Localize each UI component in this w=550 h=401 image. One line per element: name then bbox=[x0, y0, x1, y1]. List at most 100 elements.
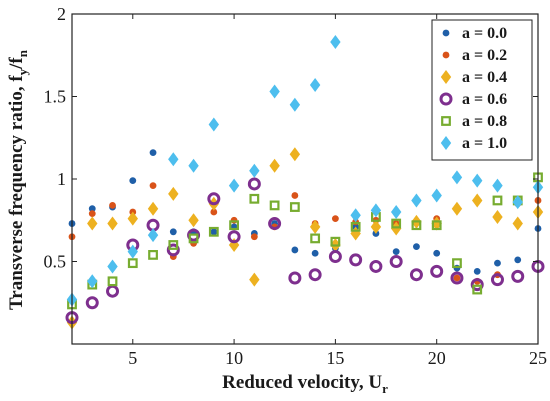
data-point bbox=[188, 158, 199, 173]
data-point bbox=[450, 271, 464, 285]
data-point bbox=[106, 284, 120, 298]
data-point bbox=[228, 178, 240, 193]
data-point bbox=[370, 219, 382, 234]
data-point bbox=[269, 84, 280, 99]
series-5 bbox=[66, 35, 544, 307]
data-point bbox=[392, 248, 400, 256]
data-point bbox=[229, 220, 239, 231]
legend-item: a = 0.0 bbox=[442, 25, 507, 42]
data-point bbox=[188, 233, 199, 244]
data-point bbox=[85, 296, 99, 310]
legend: a = 0.0 a = 0.2 a = 0.4 a = 0.6 a = 0.8 a = 1… bbox=[431, 19, 533, 161]
data-point bbox=[451, 170, 463, 185]
series-3 bbox=[65, 177, 545, 325]
legend-item: a = 0.4 bbox=[440, 69, 507, 86]
data-point bbox=[350, 208, 361, 223]
legend-marker bbox=[440, 136, 452, 150]
y-tick-label: 1.5 bbox=[44, 87, 67, 107]
data-point bbox=[87, 274, 98, 289]
legend-label: a = 0.0 bbox=[462, 25, 507, 42]
data-point bbox=[453, 264, 461, 272]
data-point bbox=[107, 276, 118, 287]
y-tick-label: 1 bbox=[57, 169, 66, 189]
data-point bbox=[149, 182, 157, 190]
data-point bbox=[147, 228, 159, 243]
x-tick-label: 20 bbox=[428, 348, 446, 368]
data-point bbox=[431, 188, 442, 203]
data-point bbox=[452, 258, 462, 269]
data-point bbox=[289, 147, 301, 162]
data-point bbox=[249, 272, 260, 287]
data-point bbox=[87, 216, 98, 231]
legend-label: a = 1.0 bbox=[462, 135, 507, 152]
legend-label: a = 0.2 bbox=[462, 47, 507, 64]
x-axis-label: Reduced velocity, Ur bbox=[222, 372, 388, 396]
data-point bbox=[308, 268, 322, 282]
data-point bbox=[289, 97, 301, 112]
data-point bbox=[107, 216, 118, 231]
data-point bbox=[492, 195, 503, 206]
data-point bbox=[188, 213, 199, 228]
legend-item: a = 1.0 bbox=[440, 135, 507, 152]
data-point bbox=[310, 233, 321, 244]
legend-marker bbox=[442, 29, 450, 37]
data-point bbox=[472, 193, 483, 208]
data-point bbox=[247, 177, 261, 191]
data-point bbox=[268, 217, 282, 231]
data-point bbox=[291, 192, 299, 199]
data-point bbox=[88, 205, 96, 213]
data-point bbox=[168, 186, 179, 201]
series-4 bbox=[67, 172, 543, 310]
x-axis-ticks: 5 10 15 20 25 bbox=[128, 14, 547, 368]
data-point bbox=[370, 203, 382, 218]
data-point bbox=[433, 249, 441, 257]
data-point bbox=[249, 163, 260, 178]
data-point bbox=[492, 209, 503, 224]
data-point bbox=[492, 178, 503, 193]
data-point bbox=[166, 243, 180, 257]
data-point bbox=[149, 149, 157, 157]
legend-item: a = 0.8 bbox=[441, 113, 507, 130]
data-point bbox=[309, 77, 321, 92]
legend-marker bbox=[442, 51, 450, 59]
data-point bbox=[330, 236, 341, 247]
data-point bbox=[291, 246, 299, 254]
y-tick-label: 0.5 bbox=[44, 252, 67, 272]
legend-items: a = 0.0 a = 0.2 a = 0.4 a = 0.6 a = 0.8 a = 1… bbox=[439, 25, 507, 152]
data-point bbox=[490, 273, 504, 287]
x-tick-label: 5 bbox=[128, 348, 137, 368]
data-point bbox=[512, 216, 523, 231]
data-point bbox=[309, 219, 321, 234]
legend-box bbox=[431, 19, 533, 161]
x-tick-label: 25 bbox=[529, 348, 547, 368]
y-axis-ticks: 0.5 1 1.5 2 bbox=[44, 4, 538, 272]
data-point bbox=[230, 216, 238, 224]
y-axis-label: Transverse frequency ratio, fy/fn bbox=[6, 49, 30, 310]
y-tick-label: 2 bbox=[57, 4, 66, 24]
data-point bbox=[472, 173, 483, 188]
data-point bbox=[470, 278, 484, 292]
data-point bbox=[169, 228, 177, 236]
data-point bbox=[391, 218, 402, 229]
data-point bbox=[88, 210, 96, 218]
data-point bbox=[431, 216, 442, 231]
data-point bbox=[227, 230, 241, 244]
data-point bbox=[472, 284, 483, 295]
data-point bbox=[168, 240, 179, 250]
data-point bbox=[208, 226, 219, 237]
data-point bbox=[413, 243, 420, 251]
data-point bbox=[289, 202, 300, 212]
data-point bbox=[409, 268, 423, 282]
data-point bbox=[207, 192, 221, 206]
legend-label: a = 0.4 bbox=[462, 69, 507, 86]
data-point bbox=[390, 205, 402, 219]
data-point bbox=[369, 259, 383, 273]
x-tick-label: 15 bbox=[326, 348, 344, 368]
data-point bbox=[250, 233, 258, 241]
data-point bbox=[109, 202, 116, 209]
legend-item: a = 0.6 bbox=[439, 91, 507, 108]
data-point bbox=[147, 201, 159, 216]
data-point bbox=[269, 200, 280, 211]
legend-item: a = 0.2 bbox=[442, 47, 507, 64]
